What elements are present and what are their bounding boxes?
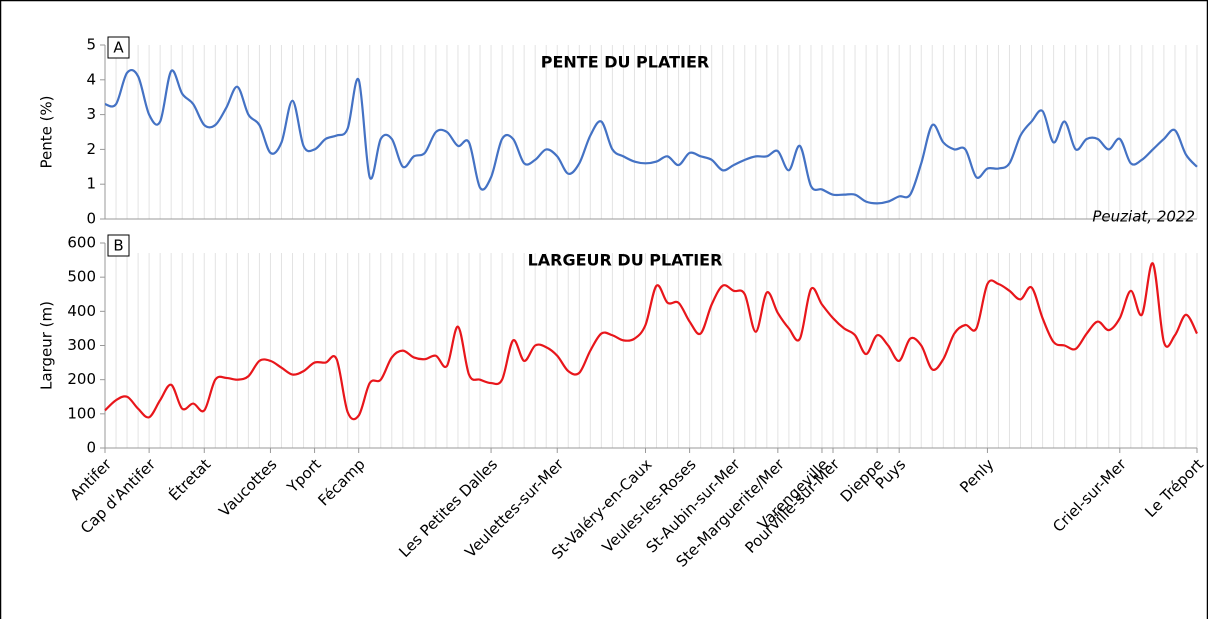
y-tick-label: 3 — [86, 105, 96, 123]
y-tick-label: 1 — [86, 175, 96, 193]
y-tick-label: 0 — [86, 439, 96, 457]
x-tick-label: Étretat — [165, 454, 215, 504]
x-tick-label: Pourville-sur-Mer — [741, 455, 843, 557]
y-tick-label: 2 — [86, 140, 96, 158]
x-tick-label: Fécamp — [315, 455, 369, 509]
y-tick-label: 600 — [67, 234, 96, 252]
y-tick-label: 500 — [67, 268, 96, 286]
x-tick-label: Le Tréport — [1141, 455, 1207, 521]
y-tick-label: 400 — [67, 302, 96, 320]
y-tick-label: 4 — [86, 70, 96, 88]
y-tick-label: 200 — [67, 370, 96, 388]
panel-title: PENTE DU PLATIER — [541, 53, 709, 72]
panel-title: LARGEUR DU PLATIER — [528, 251, 723, 270]
panel-box — [107, 234, 130, 257]
y-axis-label: Pente (%) — [38, 95, 56, 168]
panel-box — [107, 36, 130, 59]
annotation: Peuziat, 2022 — [1092, 208, 1195, 226]
panel-letter: B — [113, 237, 123, 255]
y-tick-label: 5 — [86, 36, 96, 54]
x-tick-label: Penly — [956, 455, 997, 496]
y-tick-label: 300 — [67, 336, 96, 354]
panel-letter: A — [113, 39, 124, 57]
y-axis-label: Largeur (m) — [38, 301, 56, 390]
data-line — [104, 68, 1198, 205]
data-line — [104, 262, 1198, 421]
x-tick-label: Criel-sur-Mer — [1049, 455, 1130, 536]
y-tick-label: 0 — [86, 210, 96, 228]
y-tick-label: 100 — [67, 404, 96, 422]
x-tick-label: Yport — [283, 455, 325, 497]
x-tick-label: Vaucottes — [215, 455, 280, 520]
